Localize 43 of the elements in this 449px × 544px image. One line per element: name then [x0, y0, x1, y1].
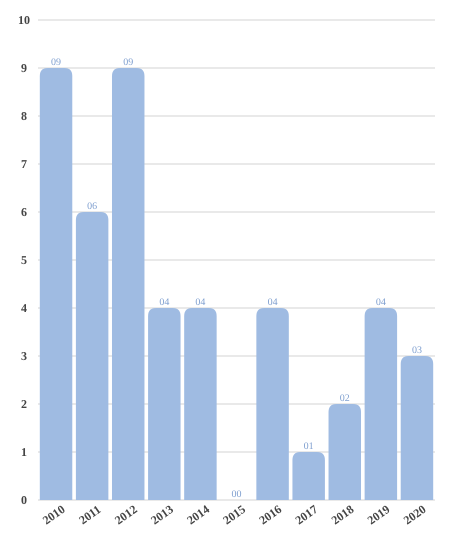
data-label: 04: [195, 297, 206, 308]
bar: [364, 308, 398, 500]
bar: [256, 308, 289, 500]
bar: [328, 404, 362, 500]
x-tick-label: 2014: [184, 502, 212, 528]
bar: [40, 68, 72, 500]
data-label: 09: [51, 57, 62, 68]
data-label: 02: [340, 393, 350, 404]
x-tick-label: 2016: [256, 502, 284, 528]
x-tick-label: 2017: [292, 502, 320, 528]
bar: [112, 68, 144, 500]
data-label: 06: [87, 201, 98, 212]
x-tick-label: 2018: [328, 502, 356, 528]
y-tick-label: 10: [18, 13, 30, 28]
data-label: 00: [232, 489, 242, 500]
x-tick-label: 2013: [148, 502, 176, 528]
data-label: 03: [412, 345, 422, 356]
x-tick-label: 2011: [76, 502, 104, 528]
y-tick-label: 9: [21, 61, 27, 76]
y-tick-label: 1: [21, 445, 27, 460]
bar: [184, 308, 217, 500]
data-label: 01: [304, 441, 314, 452]
bar: [400, 356, 434, 500]
data-label: 09: [123, 57, 134, 68]
y-tick-label: 0: [21, 493, 27, 508]
data-label: 04: [376, 297, 386, 308]
y-tick-label: 8: [21, 109, 27, 124]
bar: [76, 212, 108, 500]
y-tick-label: 5: [21, 253, 27, 268]
bar: [148, 308, 181, 500]
y-tick-label: 6: [21, 205, 27, 220]
x-tick-label: 2020: [400, 502, 429, 528]
x-tick-label: 2015: [220, 502, 248, 528]
data-label: 04: [159, 297, 170, 308]
x-tick-label: 2010: [40, 502, 68, 528]
x-tick-label: 2019: [364, 502, 392, 528]
bar: [292, 452, 325, 500]
y-tick-label: 3: [21, 349, 27, 364]
y-tick-label: 7: [21, 157, 27, 172]
y-tick-label: 2: [21, 397, 27, 412]
x-tick-label: 2012: [112, 502, 140, 528]
y-tick-label: 4: [21, 301, 27, 316]
data-label: 04: [268, 297, 278, 308]
